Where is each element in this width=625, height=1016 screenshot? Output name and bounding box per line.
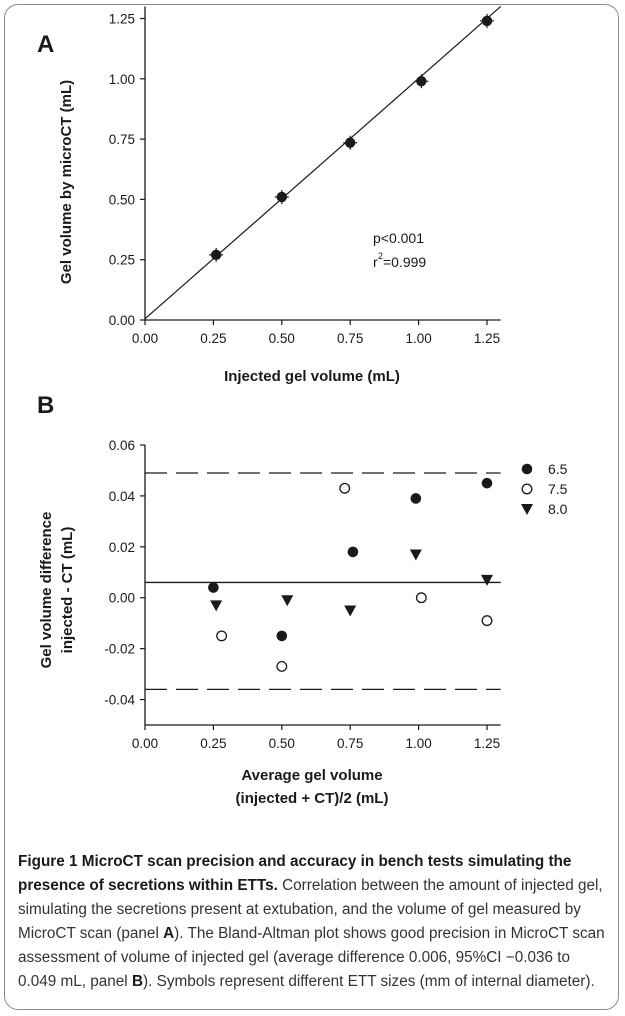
panel-b-x-tick-label: 0.00 <box>132 736 158 751</box>
panel-a-data-point <box>416 76 427 87</box>
panel-b-point-7-5 <box>481 615 493 627</box>
caption-panel-ref-b: B <box>131 973 144 990</box>
panel-b-y-tick-label: 0.04 <box>109 489 136 504</box>
panel-a-x-tick-label: 0.25 <box>200 331 226 346</box>
caption-text-3: ). Symbols represent different ETT sizes… <box>143 973 595 990</box>
panel-b-y-axis-label: Gel volume difference <box>38 512 55 669</box>
panel-a-r-value: =0.999 <box>383 254 426 270</box>
panel-b-point-7-5 <box>339 482 351 494</box>
panel-a-y-tick-label: 1.00 <box>109 72 135 87</box>
panel-b-point-7-5 <box>276 661 288 672</box>
panel-b-x-tick-label: 1.25 <box>474 736 500 751</box>
panel-b-point-7-5 <box>415 592 427 604</box>
panel-a-letter: A <box>37 31 54 58</box>
panel-a-y-tick-label: 0.25 <box>109 253 135 268</box>
panel-a-p-value: p<0.001 <box>373 230 424 246</box>
panel-a-x-tick-label: 0.50 <box>269 331 295 346</box>
panel-b-letter: B <box>37 392 54 419</box>
panel-a-data-point <box>210 249 222 261</box>
panel-b-point-6-5 <box>410 493 422 504</box>
panel-b-point-8-0 <box>481 574 493 586</box>
panel-a-y-tick-label: 1.25 <box>109 12 135 27</box>
panel-b-point-6-5 <box>347 546 359 558</box>
panel-a-y-tick-label: 0.75 <box>109 132 135 147</box>
panel-b-y-axis-label-line2: injected - CT (mL) <box>59 527 76 654</box>
panel-b-point-8-0 <box>281 595 294 607</box>
caption-text-1: Correlation between the amount of inject… <box>18 877 603 942</box>
panel-a-data-point <box>481 15 493 27</box>
panel-b-point-6-5 <box>208 582 219 593</box>
panel-a-x-tick-label: 1.25 <box>474 331 500 346</box>
panel-b-point-8-0 <box>210 600 223 612</box>
panel-b-x-tick-label: 0.75 <box>337 736 363 751</box>
panel-a-x-axis-label: Injected gel volume (mL) <box>224 368 400 385</box>
panel-b-legend-label: 6.5 <box>548 461 568 477</box>
panel-b-y-tick-label: 0.06 <box>109 438 135 453</box>
panel-a-x-tick-label: 0.75 <box>337 331 363 346</box>
panel-a-fit-line <box>144 5 502 320</box>
panel-a-y-tick-label: 0.50 <box>109 192 135 207</box>
panel-b-y-tick-label: 0.00 <box>109 591 135 606</box>
caption-title: Figure 1 MicroCT scan precision and accu… <box>18 853 572 894</box>
panel-b-point-7-5 <box>216 630 228 642</box>
panel-b-x-tick-label: 0.25 <box>200 736 226 751</box>
panel-a-y-tick-label: 0.00 <box>109 313 135 328</box>
panel-b-legend-label: 8.0 <box>548 501 568 517</box>
panel-a-r-base: r <box>373 254 378 270</box>
panel-b-x-axis-label-line2: (injected + CT)/2 (mL) <box>236 790 389 807</box>
panel-b-point-6-5 <box>481 477 493 489</box>
figure-caption: Figure 1 MicroCT scan precision and accu… <box>18 850 612 994</box>
panel-a-x-tick-label: 0.00 <box>132 331 158 346</box>
panel-b-point-8-0 <box>409 549 422 561</box>
panel-b-y-tick-label: -0.04 <box>104 693 135 708</box>
panel-b-legend-label: 7.5 <box>548 481 568 497</box>
panel-b-point-6-5 <box>276 630 288 642</box>
panel-b-x-tick-label: 1.00 <box>405 736 431 751</box>
panel-b-x-axis-label: Average gel volume <box>241 767 382 784</box>
caption-panel-ref-a: A <box>163 925 175 942</box>
panel-a-data-point <box>276 191 287 203</box>
panel-a-y-axis-label: Gel volume by microCT (mL) <box>58 80 75 284</box>
figure-frame <box>4 4 619 1010</box>
panel-a-data-point <box>345 137 356 148</box>
caption-text-2: ). The Bland-Altman plot shows good prec… <box>18 925 605 990</box>
panel-b-legend-marker <box>521 504 533 515</box>
panel-b-legend-marker <box>521 483 533 495</box>
panel-b-y-tick-label: -0.02 <box>104 642 135 657</box>
panel-b-legend-marker <box>521 463 533 475</box>
panel-a-r-sup: 2 <box>378 251 383 261</box>
panel-b-y-tick-label: 0.02 <box>109 540 135 555</box>
panel-b-point-8-0 <box>344 605 357 617</box>
panel-b-x-tick-label: 0.50 <box>269 736 295 751</box>
panel-a-x-tick-label: 1.00 <box>405 331 431 346</box>
figure-charts: A 0.00 0.25 0.50 0.75 1.00 1.25 0.00 0.25 0.50 0.7… <box>37 5 568 807</box>
